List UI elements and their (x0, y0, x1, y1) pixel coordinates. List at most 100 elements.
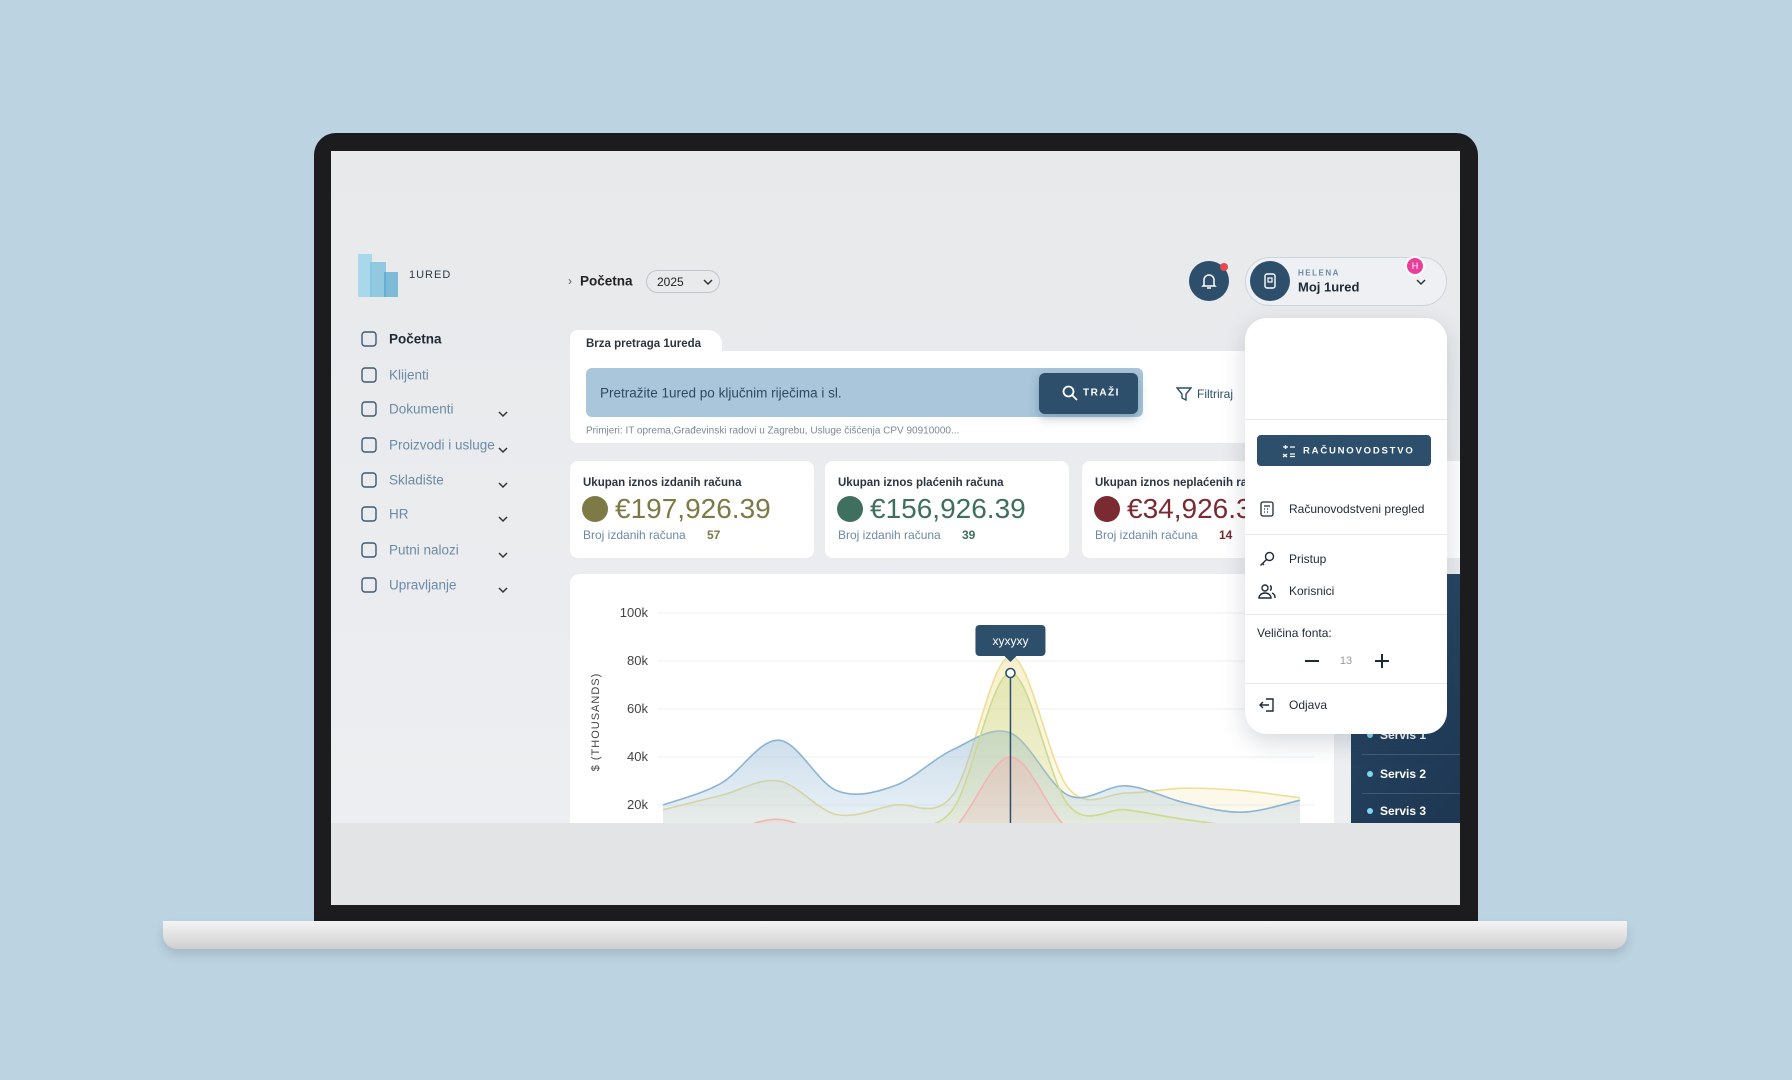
stat-label: Ukupan iznos neplaćenih računa (1095, 477, 1274, 489)
logout-icon (1259, 698, 1274, 712)
area (755, 757, 1063, 823)
service-bullet (1367, 808, 1373, 814)
logout[interactable]: Odjava (1289, 698, 1328, 712)
service-item[interactable]: Servis 3 (1380, 804, 1427, 818)
service-item[interactable]: Servis 2 (1380, 767, 1427, 781)
nav-chevron (498, 552, 508, 559)
nav-icon-shape (361, 577, 377, 593)
nav-icon (361, 542, 377, 558)
user-badge: H (1405, 256, 1425, 276)
nav-item[interactable]: Početna (389, 331, 442, 347)
font-decrease[interactable] (1305, 660, 1319, 662)
office-icon (1264, 273, 1276, 289)
chevron-path (498, 482, 508, 489)
line (662, 730, 1301, 814)
chevron-path (498, 447, 508, 454)
nav-icon-box (360, 436, 378, 454)
nav-chevron (498, 587, 508, 594)
nav-icon-box (360, 505, 378, 523)
stat-label: Ukupan iznos izdanih računa (583, 477, 742, 489)
nav-icon-box (360, 330, 378, 348)
nav-icon-box (360, 576, 378, 594)
stat-amount: €34,926.39 (1127, 493, 1268, 524)
bell-icon (1201, 274, 1217, 289)
user-role: HELENA (1298, 268, 1340, 278)
line (752, 756, 1064, 823)
filter-button[interactable]: Filtriraj (1197, 387, 1233, 401)
search-tab[interactable] (570, 330, 722, 354)
tooltip (975, 625, 1046, 656)
nav-chevron-box (498, 441, 508, 459)
nav-icon-shape (361, 472, 377, 488)
nav-chevron-box (498, 510, 508, 528)
divider (1245, 419, 1447, 420)
user-name: Moj 1ured (1298, 279, 1360, 295)
service-bullet (1367, 771, 1373, 777)
nav-icon-shape (361, 401, 377, 417)
notification-dot (1220, 263, 1228, 271)
ledger-icon (1260, 501, 1274, 517)
divider (1245, 683, 1447, 684)
stat-icon (1094, 496, 1120, 522)
y-tick-label: 80k (627, 653, 648, 668)
stat-card (570, 461, 814, 558)
search-button[interactable] (1039, 373, 1138, 414)
search-button-label: TRAŽI (1083, 387, 1120, 399)
cursor-point (1005, 667, 1016, 679)
nav-chevron (498, 447, 508, 454)
nav-chevron (498, 482, 508, 489)
stat-count: 39 (962, 528, 976, 542)
search-tab-label: Brza pretraga 1ureda (586, 338, 702, 350)
stat-card (825, 461, 1069, 558)
tooltip-arrow (1004, 656, 1017, 662)
avatar (1250, 261, 1290, 301)
stat-label: Ukupan iznos plaćenih računa (838, 477, 1004, 489)
nav-icon-shape (361, 437, 377, 453)
nav-item[interactable]: HR (389, 506, 409, 522)
nav-icon-shape (361, 331, 377, 347)
stat-count-label: Broj izdanih računa (583, 528, 686, 542)
logo-text: 1URED (409, 269, 452, 281)
nav-icon-box (360, 471, 378, 489)
chart: 20k 40k 60k 80k 100k $ (THOUSANDS) xyxyxy (590, 605, 1315, 823)
nav-item[interactable]: Klijenti (389, 367, 429, 383)
y-tick-label: 60k (627, 701, 648, 716)
menu-item[interactable]: Pristup (1289, 552, 1327, 566)
divider (1245, 614, 1447, 615)
breadcrumb[interactable]: Početna (580, 273, 633, 289)
line (899, 672, 1218, 823)
accounting-button[interactable] (1257, 435, 1431, 466)
chevron (703, 279, 713, 286)
filter-icon (1176, 387, 1192, 402)
search-icon (1062, 385, 1078, 401)
search-placeholder: Pretražite 1ured po ključnim riječima i … (600, 385, 842, 401)
nav-icon-shape (361, 542, 377, 558)
chevron-path (498, 516, 508, 523)
nav-icon-box (360, 400, 378, 418)
stat-count: 14 (1219, 528, 1233, 542)
nav-icon-shape (361, 506, 377, 522)
nav-item[interactable]: Proizvodi i usluge (389, 437, 495, 453)
nav-chevron-box (498, 581, 508, 599)
nav-item[interactable]: Putni nalozi (389, 542, 459, 558)
stat-icon (582, 496, 608, 522)
nav-item[interactable]: Dokumenti (389, 401, 454, 417)
menu-item[interactable]: Računovodstveni pregled (1289, 502, 1425, 516)
year-select[interactable] (646, 270, 720, 293)
nav-chevron-box (498, 405, 508, 423)
nav-chevron (498, 411, 508, 418)
nav-item[interactable]: Skladište (389, 472, 444, 488)
menu-item[interactable]: Korisnici (1289, 584, 1335, 598)
stat-count: 57 (707, 528, 721, 542)
nav-icon (361, 506, 377, 522)
chevron (1416, 279, 1426, 286)
nav-icon-box (360, 366, 378, 384)
nav-chevron (498, 516, 508, 523)
chevron-path (498, 552, 508, 559)
search-examples: Primjeri: IT oprema,Građevinski radovi u… (586, 425, 960, 437)
stat-count-label: Broj izdanih računa (838, 528, 941, 542)
nav-item[interactable]: Upravljanje (389, 577, 457, 593)
stat-icon (837, 496, 863, 522)
chevron-path (498, 587, 508, 594)
